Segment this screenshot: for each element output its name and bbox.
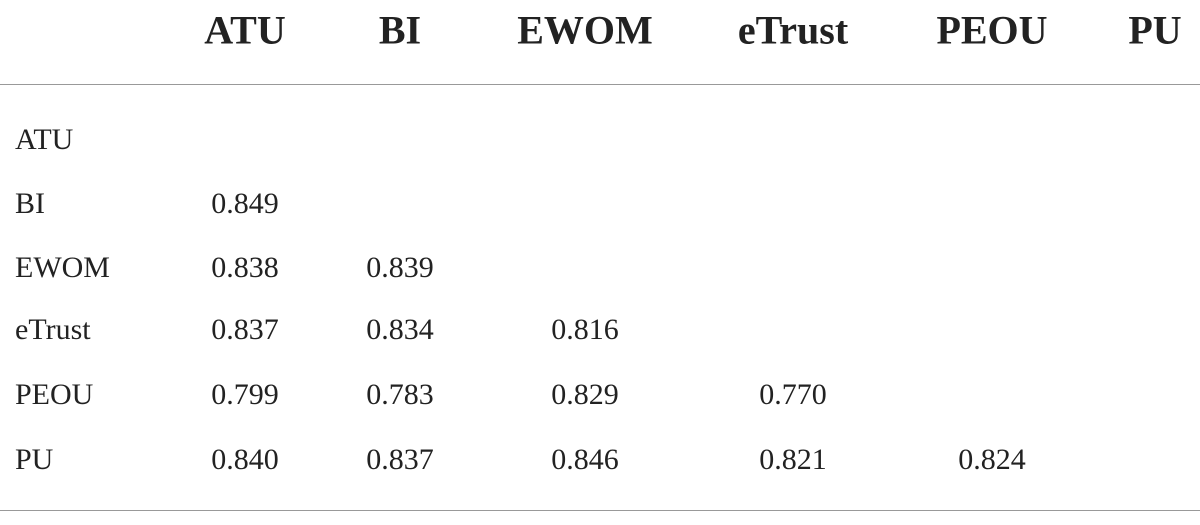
row-label: EWOM (15, 251, 110, 284)
column-header: BI (378, 7, 422, 53)
table-cell: 0.829 (551, 378, 619, 411)
table-cell: 0.838 (211, 251, 279, 284)
table-cell: 0.840 (211, 443, 279, 476)
row-label: eTrust (15, 313, 91, 346)
table-cell: 0.799 (211, 378, 279, 411)
column-header: EWOM (517, 7, 653, 53)
row-label: BI (15, 187, 45, 220)
table-cell: 0.837 (211, 313, 279, 346)
header-rule (0, 84, 1200, 85)
table-cell: 0.816 (551, 313, 619, 346)
table-cell: 0.834 (366, 313, 434, 346)
table-cell: 0.824 (958, 443, 1026, 476)
row-label: PEOU (15, 378, 94, 411)
column-header: PU (1128, 7, 1182, 53)
column-header: PEOU (936, 7, 1048, 53)
column-header: eTrust (737, 7, 849, 53)
table-cell: 0.837 (366, 443, 434, 476)
row-label: PU (15, 443, 54, 476)
table-cell: 0.849 (211, 187, 279, 220)
bottom-rule (0, 510, 1200, 511)
table-cell: 0.821 (759, 443, 827, 476)
column-header: ATU (204, 7, 286, 53)
row-label: ATU (15, 123, 74, 156)
table-cell: 0.846 (551, 443, 619, 476)
table-cell: 0.839 (366, 251, 434, 284)
table-cell: 0.783 (366, 378, 434, 411)
table-cell: 0.770 (759, 378, 827, 411)
